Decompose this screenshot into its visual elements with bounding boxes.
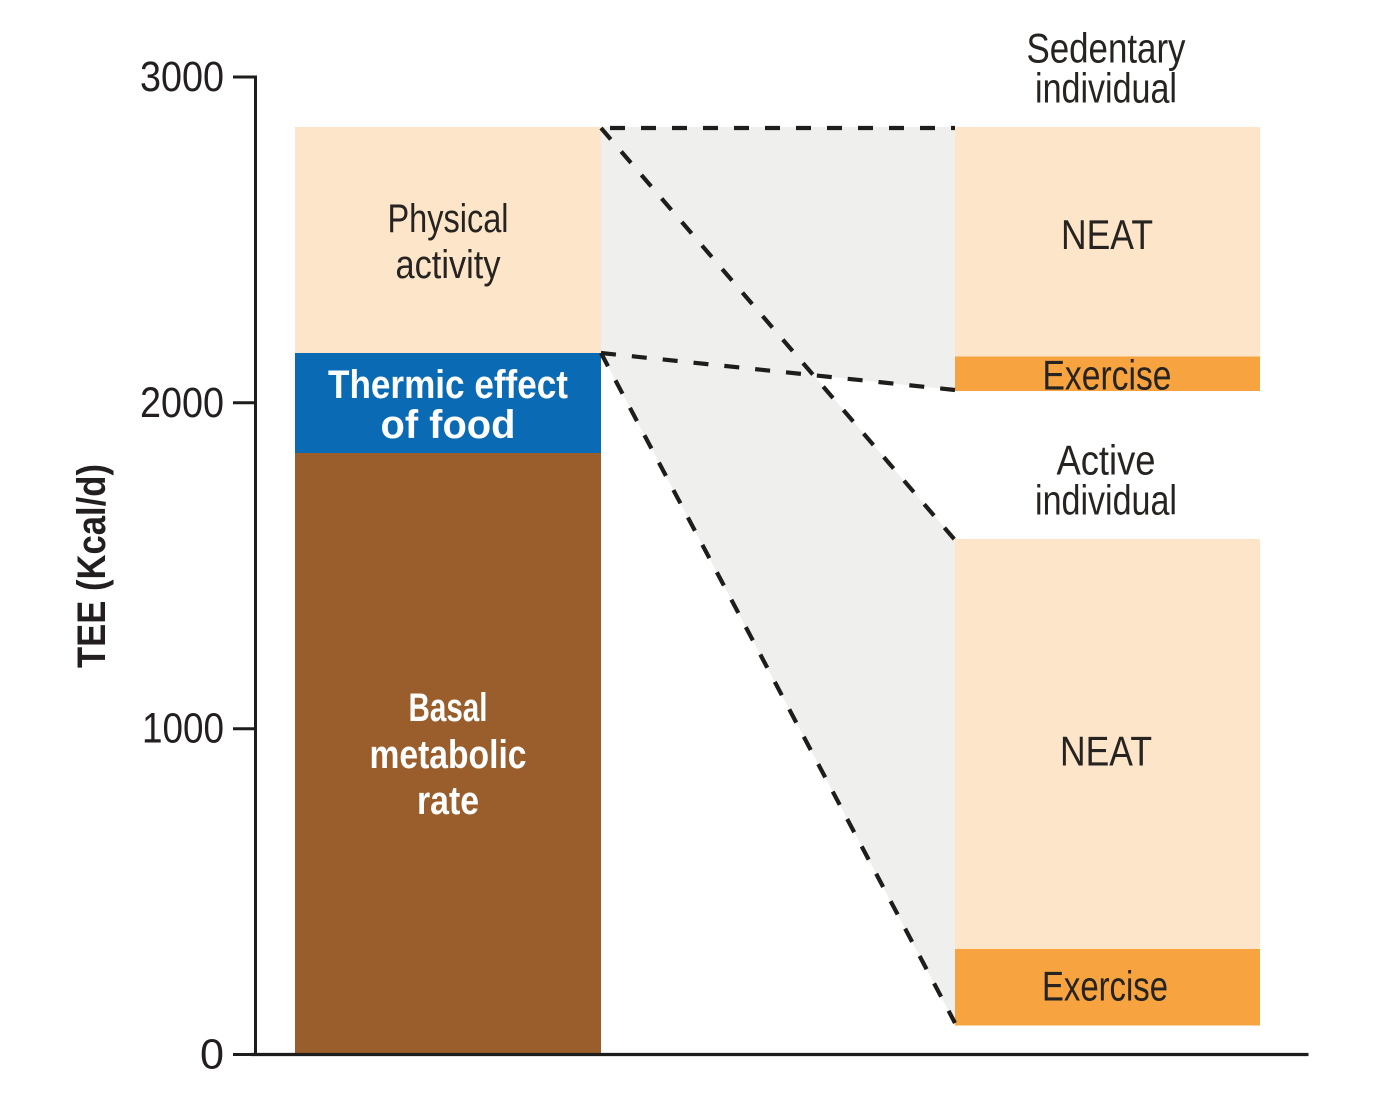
svg-text:activity: activity <box>396 243 501 287</box>
svg-text:Exercise: Exercise <box>1043 352 1172 399</box>
svg-text:NEAT: NEAT <box>1060 728 1152 775</box>
svg-text:Sedentary: Sedentary <box>1027 25 1186 72</box>
svg-text:Basal: Basal <box>409 686 488 730</box>
svg-text:individual: individual <box>1035 477 1177 524</box>
svg-text:Thermic effect: Thermic effect <box>328 363 568 407</box>
svg-text:metabolic: metabolic <box>370 733 527 777</box>
svg-text:Physical: Physical <box>388 197 509 241</box>
svg-text:TEE (Kcal/d): TEE (Kcal/d) <box>70 464 114 668</box>
svg-text:individual: individual <box>1035 65 1177 112</box>
svg-text:1000: 1000 <box>142 705 224 753</box>
svg-text:Active: Active <box>1057 437 1156 484</box>
svg-text:Exercise: Exercise <box>1042 963 1168 1010</box>
svg-text:rate: rate <box>417 779 479 823</box>
svg-text:0: 0 <box>200 1031 224 1079</box>
svg-text:NEAT: NEAT <box>1061 211 1153 258</box>
svg-text:of food: of food <box>381 403 516 447</box>
svg-text:3000: 3000 <box>140 53 224 101</box>
svg-text:2000: 2000 <box>140 379 224 427</box>
